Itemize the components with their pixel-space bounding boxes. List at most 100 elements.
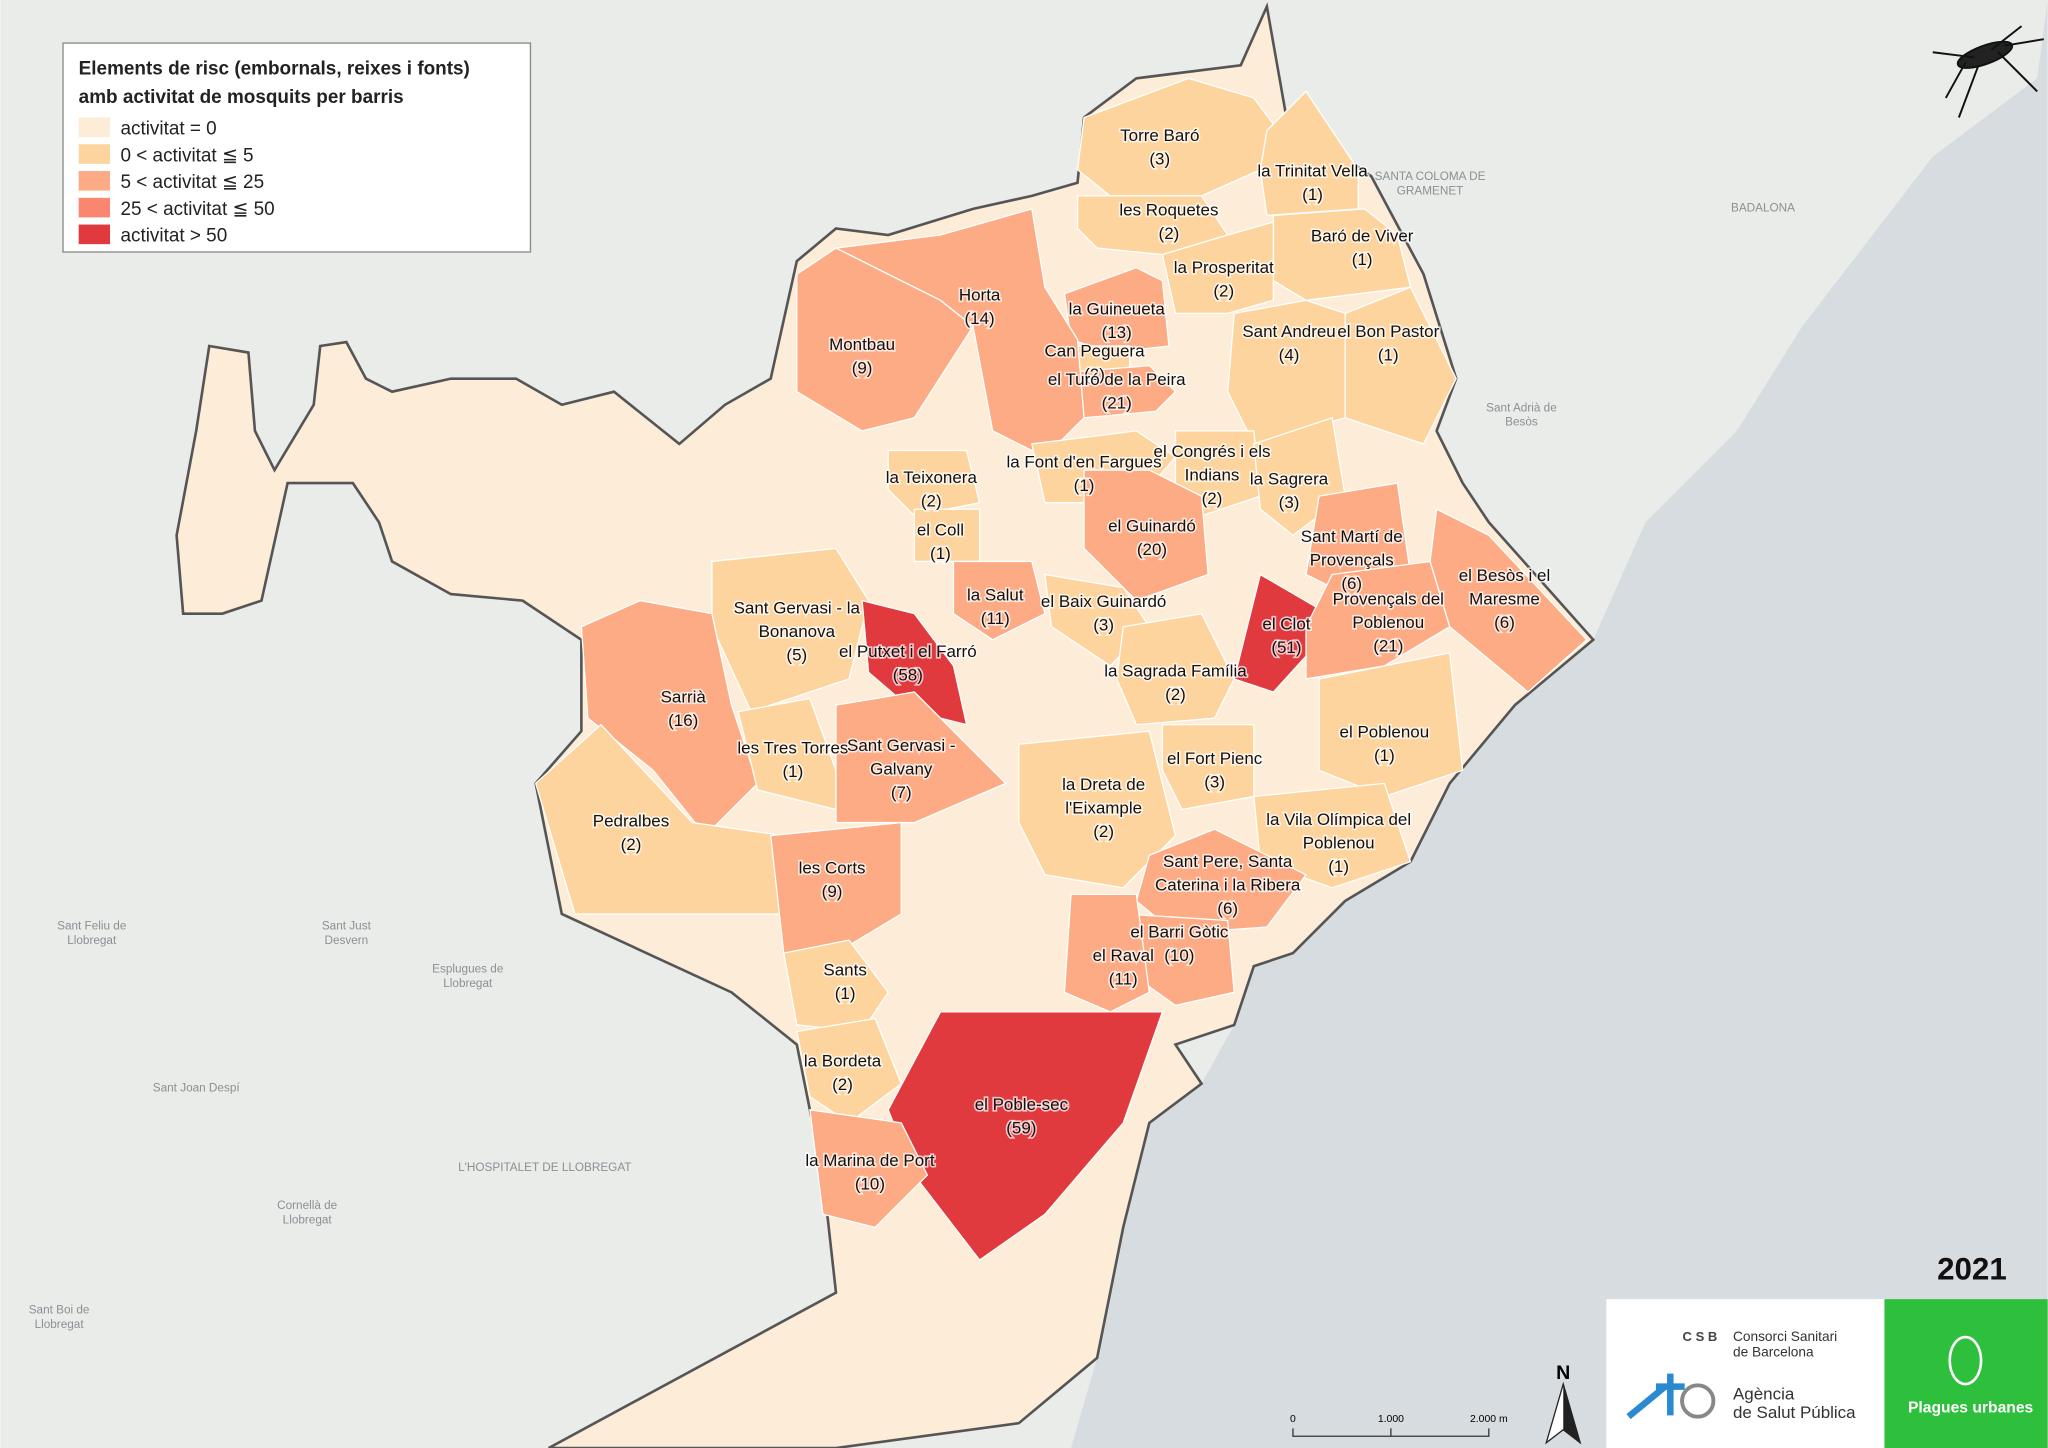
- neighborhood-name: Sant Gervasi - la: [734, 599, 861, 618]
- neighborhood-count: (2): [1084, 365, 1105, 384]
- neighborhood-count: (1): [1302, 185, 1323, 204]
- legend-items: activitat = 0 0 < activitat ≦ 5 5 < activi…: [78, 117, 275, 247]
- place-label: Llobregat: [35, 1318, 85, 1331]
- neighborhood-count: (6): [1341, 574, 1362, 593]
- neighborhood-name: l'Eixample: [1065, 798, 1142, 817]
- neighborhood-count: (11): [1109, 969, 1138, 988]
- place-label: Sant Adrià de: [1486, 401, 1557, 414]
- place-label: Llobregat: [67, 934, 117, 947]
- neighborhood-name: el Fort Pienc: [1167, 749, 1263, 768]
- neighborhood-name: les Corts: [799, 859, 866, 878]
- neighborhood: [1063, 893, 1151, 1013]
- neighborhood-count: (3): [1279, 493, 1300, 512]
- neighborhood-name: el Turó de la Peira: [1048, 370, 1186, 389]
- place-label: Llobregat: [443, 977, 493, 990]
- neighborhood-name: el Coll: [917, 520, 964, 539]
- neighborhood-count: (2): [832, 1075, 853, 1094]
- neighborhood-name: Sarrià: [661, 687, 707, 706]
- neighborhood-name: la Dreta de: [1062, 775, 1145, 794]
- place-label: GRAMENET: [1397, 185, 1464, 198]
- neighborhood: [809, 1109, 929, 1229]
- neighborhood: [1018, 730, 1177, 889]
- neighborhood-name: la Prosperitat: [1174, 258, 1274, 277]
- neighborhood-name: Baró de Viver: [1311, 227, 1414, 246]
- logos: C S B Consorci Sanitari de Barcelona Agè…: [1606, 1299, 2048, 1448]
- neighborhood: [796, 1017, 903, 1124]
- mosquito: [1932, 25, 2044, 118]
- neighborhood-name: el Putxet i el Farró: [839, 642, 977, 661]
- scale-bar: 0 1.000 2.000 m: [1290, 1414, 1508, 1437]
- neighborhood-count: (9): [852, 358, 873, 377]
- neighborhood-name: Can Peguera: [1045, 341, 1146, 360]
- neighborhood-count: (13): [1102, 323, 1132, 342]
- neighborhood: [952, 560, 1046, 641]
- neighborhood-count: (16): [668, 711, 698, 730]
- csb-mark: C S B: [1683, 1329, 1718, 1344]
- aspb-icon-b: [1680, 1383, 1716, 1419]
- neighborhood-name: la Bordeta: [804, 1052, 882, 1071]
- neighborhood-name: Horta: [959, 285, 1001, 304]
- neighborhood: [861, 599, 968, 726]
- legend-title: Elements de risc (embornals, reixes i fo…: [79, 58, 470, 79]
- aspb-name: de Salut Pública: [1733, 1403, 1856, 1422]
- legend-swatch: [78, 144, 111, 164]
- legend-label: activitat = 0: [120, 118, 216, 139]
- year: 2021: [1937, 1252, 2007, 1287]
- legend-swatch: [78, 197, 111, 218]
- neighborhood-name: Provençals: [1310, 550, 1394, 569]
- neighborhood-name: el Poblenou: [1340, 723, 1430, 742]
- neighborhood-name: la Guineueta: [1069, 300, 1166, 319]
- neighborhood: [1233, 573, 1340, 693]
- neighborhood-name: la Sagrera: [1250, 469, 1329, 488]
- neighborhood-count: (2): [1202, 489, 1223, 508]
- place-label: Sant Feliu de: [57, 920, 127, 933]
- place-label: Desvern: [324, 934, 368, 947]
- neighborhood-name: la Sagrada Família: [1104, 661, 1247, 680]
- neighborhood-name: Sant Gervasi -: [847, 736, 955, 755]
- neighborhood: [782, 939, 890, 1033]
- neighborhood-name: les Roquetes: [1119, 200, 1218, 219]
- place-label: BADALONA: [1731, 202, 1795, 215]
- neighborhood-count: (3): [1093, 616, 1114, 635]
- neighborhood-count: (10): [855, 1174, 885, 1193]
- neighborhood-name: Provençals del: [1333, 590, 1444, 609]
- neighborhood-count: (2): [1165, 685, 1186, 704]
- scale-label: 2.000 m: [1470, 1414, 1508, 1425]
- legend-label: 5 < activitat ≦ 25: [120, 172, 264, 193]
- legend-label: activitat > 50: [120, 226, 227, 247]
- neighborhood-count: (1): [1378, 345, 1399, 364]
- neighborhood-count: (21): [1102, 394, 1132, 413]
- neighborhood-count: (2): [1093, 822, 1114, 841]
- neighborhood-name: el Barri Gòtic: [1130, 922, 1229, 941]
- neighborhood-name: la Font d'en Fargues: [1007, 452, 1162, 471]
- neighborhood-count: (6): [1494, 613, 1515, 632]
- neighborhood-name: Montbau: [829, 335, 895, 354]
- neighborhood-name: Poblenou: [1303, 834, 1375, 853]
- neighborhood-name: Maresme: [1469, 590, 1540, 609]
- neighborhood-name: Bonanova: [759, 622, 836, 641]
- neighborhood-count: (14): [965, 309, 995, 328]
- neighborhood: [769, 821, 902, 954]
- scale-label: 1.000: [1378, 1414, 1404, 1425]
- neighborhood-count: (7): [891, 783, 912, 802]
- legend-swatch: [78, 171, 111, 191]
- neighborhood-name: el Bon Pastor: [1337, 322, 1439, 341]
- neighborhood: [796, 247, 974, 432]
- place-label: Sant Joan Despí: [153, 1082, 241, 1095]
- cockroach-icon: [1948, 1335, 1983, 1386]
- neighborhood-count: (1): [1074, 476, 1095, 495]
- neighborhood-name: la Marina de Port: [805, 1151, 934, 1170]
- place-label: Sant Boi de: [29, 1304, 90, 1317]
- legend-swatch: [78, 224, 111, 245]
- neighborhood-name: Torre Baró: [1120, 126, 1199, 145]
- neighborhood: [887, 1011, 1164, 1261]
- neighborhood-name: el Congrés i els: [1154, 442, 1271, 461]
- csb-name: de Barcelona: [1733, 1345, 1814, 1360]
- neighborhood-name: el Raval: [1093, 946, 1154, 965]
- scale-line: [1292, 1428, 1490, 1437]
- legend-box: [62, 42, 532, 253]
- neighborhood-name: la Vila Olímpica del: [1266, 810, 1411, 829]
- neighborhood-count: (1): [1352, 250, 1373, 269]
- place-label: Besòs: [1505, 416, 1538, 429]
- neighborhood-count: (21): [1373, 637, 1403, 656]
